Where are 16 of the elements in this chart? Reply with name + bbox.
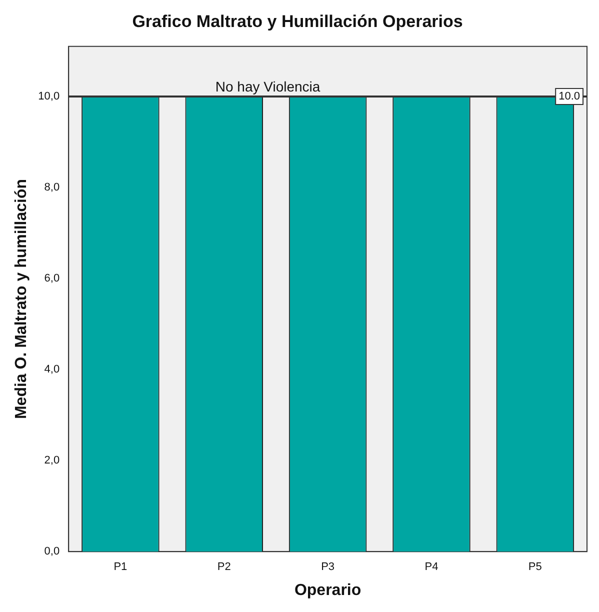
y-tick-label: 0,0	[44, 546, 60, 558]
y-axis-title: Media O. Maltrato y humillación	[13, 178, 30, 420]
x-tick-label: P4	[424, 561, 438, 574]
annotation: 10.0	[558, 90, 580, 102]
y-tick-label: 6,0	[44, 272, 60, 285]
x-tick-label: P5	[528, 561, 542, 574]
y-tick-label: 8,0	[44, 182, 60, 194]
x-tick-label: P3	[321, 561, 335, 574]
chart-title: Grafico Maltrato y Humillación Operarios	[132, 12, 463, 31]
x-axis-title: Operario	[294, 582, 362, 599]
x-tick-label: P1	[114, 561, 128, 574]
ref-line-label: No hay Violencia	[215, 78, 320, 94]
y-tick-label: 2,0	[44, 454, 60, 467]
x-tick-label: P2	[217, 561, 231, 574]
y-tick-label: 10,0	[38, 90, 60, 102]
y-tick-label: 4,0	[44, 364, 60, 376]
